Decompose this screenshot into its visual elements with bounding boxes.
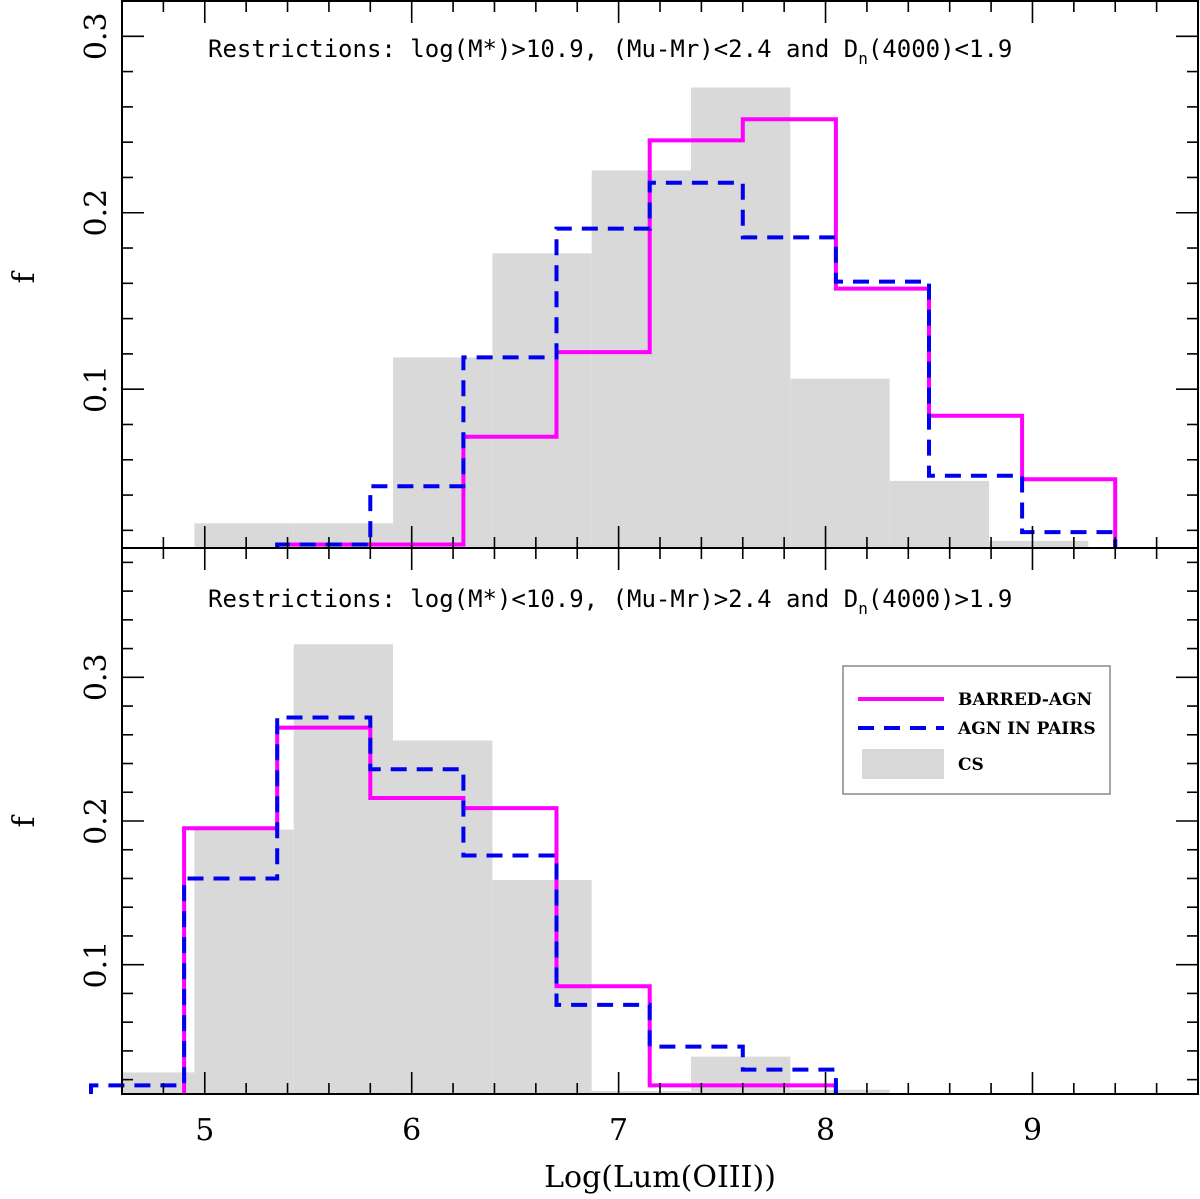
bottom-panel: 0.1 0.2 0.3 Restrictions: log(M*)<10.9, (M… xyxy=(7,547,1199,1095)
bottom-agn-in-pairs-line xyxy=(89,715,838,1094)
top-cs-bar-2 xyxy=(393,357,493,548)
bottom-cs-bar-5 xyxy=(591,1091,691,1094)
bottom-axis-ticks: 0.1 0.2 0.3 xyxy=(79,548,1199,1094)
top-annotation-suffix: (4000)<1.9 xyxy=(868,35,1013,63)
bottom-cs-bar-6 xyxy=(691,1056,791,1094)
xtick-label-3: 8 xyxy=(816,1113,835,1148)
top-cs-bars xyxy=(194,87,1089,549)
top-y-axis-label: f xyxy=(7,271,42,284)
bottom-annotation: Restrictions: log(M*)<10.9, (Mu-Mr)>2.4 … xyxy=(208,585,1012,618)
top-ytick-label-0: 0.1 xyxy=(79,365,114,413)
bottom-annotation-suffix: (4000)>1.9 xyxy=(868,585,1013,613)
top-cs-bar-4 xyxy=(591,170,691,548)
bottom-annotation-subscript: n xyxy=(858,599,868,618)
bottom-series-lines xyxy=(89,715,838,1094)
legend: BARRED-AGN AGN IN PAIRS CS xyxy=(842,665,1111,795)
bottom-cs-bar-2 xyxy=(293,644,393,1094)
bottom-y-axis-label: f xyxy=(7,815,42,828)
top-cs-bar-7 xyxy=(889,480,989,548)
bottom-cs-bar-1 xyxy=(194,829,294,1094)
top-barred-agn-line xyxy=(275,117,1118,548)
top-ytick-label-1: 0.2 xyxy=(79,189,114,237)
legend-label-agn-in-pairs: AGN IN PAIRS xyxy=(957,719,1096,739)
xtick-label-2: 7 xyxy=(609,1113,628,1148)
bottom-cs-bars xyxy=(122,644,890,1094)
bottom-cs-bar-0 xyxy=(122,1072,195,1094)
bottom-ytick-label-2: 0.3 xyxy=(79,653,114,701)
bottom-annotation-prefix: Restrictions: log(M*)<10.9, (Mu-Mr)>2.4 … xyxy=(208,585,858,613)
bottom-ytick-label-1: 0.2 xyxy=(79,797,114,845)
top-panel: 0.1 0.2 0.3 Restrictions: log(M*)>10.9, (M… xyxy=(7,0,1199,549)
top-annotation: Restrictions: log(M*)>10.9, (Mu-Mr)<2.4 … xyxy=(208,35,1012,68)
bottom-ytick-label-0: 0.1 xyxy=(79,941,114,989)
legend-label-cs: CS xyxy=(958,755,984,775)
bottom-cs-bar-7 xyxy=(790,1089,890,1094)
bottom-cs-bar-3 xyxy=(393,740,493,1094)
top-annotation-subscript: n xyxy=(858,49,868,68)
x-tick-labels: 5 6 7 8 9 xyxy=(195,1113,1042,1148)
top-series-lines xyxy=(275,117,1118,548)
bottom-plot-frame xyxy=(121,547,1199,1095)
legend-label-barred-agn: BARRED-AGN xyxy=(958,690,1092,710)
top-cs-bar-3 xyxy=(492,253,592,549)
top-agn-in-pairs-line xyxy=(275,180,1118,548)
top-annotation-prefix: Restrictions: log(M*)>10.9, (Mu-Mr)<2.4 … xyxy=(208,35,858,63)
top-cs-bar-8 xyxy=(989,540,1089,548)
x-axis-label: Log(Lum(OIII)) xyxy=(544,1160,776,1195)
xtick-label-4: 9 xyxy=(1023,1113,1042,1148)
xtick-label-1: 6 xyxy=(402,1113,421,1148)
legend-swatch-cs xyxy=(862,749,944,779)
top-axis-ticks: 0.1 0.2 0.3 xyxy=(79,0,1199,548)
xtick-label-0: 5 xyxy=(195,1113,214,1148)
top-cs-bar-5 xyxy=(691,87,791,548)
top-ytick-label-2: 0.3 xyxy=(79,12,114,60)
top-cs-bar-6 xyxy=(790,378,890,548)
